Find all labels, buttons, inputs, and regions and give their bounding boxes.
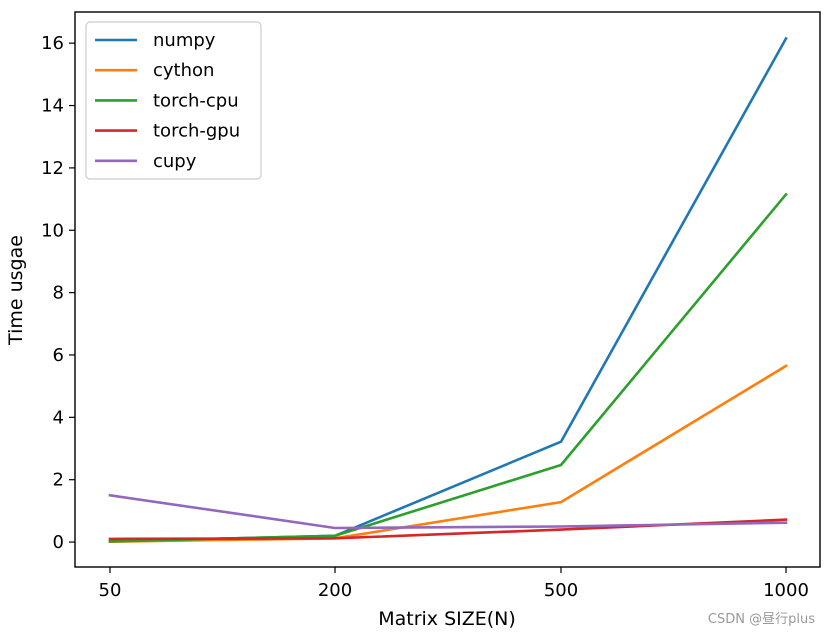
y-tick-label: 0 bbox=[53, 532, 64, 553]
y-tick-label: 2 bbox=[53, 470, 64, 491]
x-tick-label: 200 bbox=[318, 580, 352, 601]
y-tick-label: 4 bbox=[53, 407, 64, 428]
x-axis-label: Matrix SIZE(N) bbox=[378, 608, 516, 630]
x-tick-label: 500 bbox=[544, 580, 578, 601]
y-axis: 0 2 4 6 8 10 12 14 16 bbox=[41, 33, 75, 553]
legend: numpy cython torch-cpu torch-gpu cupy bbox=[85, 21, 262, 180]
legend-label-cupy: cupy bbox=[153, 151, 197, 172]
legend-label-torch-gpu: torch-gpu bbox=[153, 121, 240, 142]
y-tick-label: 10 bbox=[41, 220, 64, 241]
y-tick-label: 6 bbox=[53, 345, 64, 366]
y-tick-label: 12 bbox=[41, 158, 64, 179]
series-line-cupy bbox=[108, 493, 788, 530]
watermark: CSDN @昼行plus bbox=[708, 612, 815, 627]
y-tick-label: 16 bbox=[41, 33, 64, 54]
x-tick-label: 50 bbox=[99, 580, 122, 601]
legend-label-torch-cpu: torch-cpu bbox=[153, 90, 239, 111]
series-layer bbox=[108, 36, 788, 544]
legend-label-numpy: numpy bbox=[153, 30, 216, 51]
x-tick-label: 1000 bbox=[763, 580, 809, 601]
legend-label-cython: cython bbox=[153, 60, 214, 81]
x-axis: 50 200 500 1000 bbox=[99, 567, 809, 601]
y-tick-label: 8 bbox=[53, 283, 64, 304]
y-axis-label: Time usgae bbox=[5, 235, 27, 346]
series-line-cython bbox=[108, 364, 788, 544]
plot-frame bbox=[74, 11, 821, 568]
y-tick-label: 14 bbox=[41, 96, 64, 117]
legend-box bbox=[85, 21, 262, 180]
